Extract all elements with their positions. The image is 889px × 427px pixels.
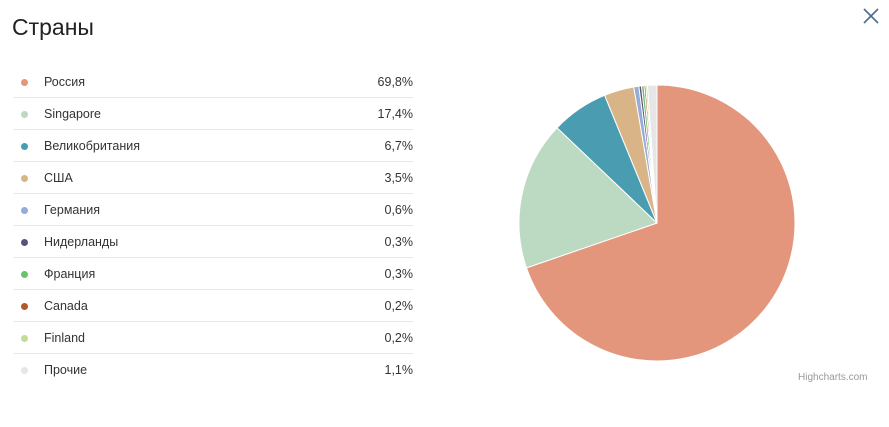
legend-item[interactable]: Франция 0,3%: [14, 258, 413, 290]
legend-value: 6,7%: [384, 139, 414, 153]
page-title: Страны: [12, 14, 94, 40]
pie-slice[interactable]: [525, 84, 796, 362]
legend-label: Singapore: [44, 107, 101, 121]
legend-dot: [21, 367, 28, 374]
legend-dot: [21, 303, 28, 310]
legend-label: Германия: [44, 203, 101, 217]
legend-item[interactable]: Canada 0,2%: [14, 290, 413, 322]
legend-value: 3,5%: [384, 171, 414, 185]
close-icon: [863, 8, 879, 24]
legend-label: Великобритания: [44, 139, 140, 153]
legend-label: Прочие: [44, 363, 88, 377]
close-button[interactable]: [860, 5, 882, 27]
legend-value: 69,8%: [377, 75, 413, 89]
pie-chart: [518, 84, 796, 362]
credits-link[interactable]: Highcharts.com: [798, 372, 868, 383]
legend-item[interactable]: Прочие 1,1%: [14, 354, 413, 385]
legend-value: 17,4%: [377, 107, 413, 121]
legend-dot: [21, 335, 28, 342]
legend-item[interactable]: США 3,5%: [14, 162, 413, 194]
legend-dot: [21, 207, 28, 214]
legend-label: Нидерланды: [44, 235, 119, 249]
legend-value: 1,1%: [384, 363, 414, 377]
legend-dot: [21, 111, 28, 118]
legend-label: Россия: [44, 75, 85, 89]
legend-item[interactable]: Singapore 17,4%: [14, 98, 413, 130]
legend-value: 0,3%: [384, 267, 414, 281]
legend-dot: [21, 143, 28, 150]
pie-slice[interactable]: [518, 127, 658, 269]
legend-label: Canada: [44, 299, 88, 313]
legend-dot: [21, 239, 28, 246]
legend-item[interactable]: Нидерланды 0,3%: [14, 226, 413, 258]
legend-label: Франция: [44, 267, 96, 281]
legend-value: 0,6%: [384, 203, 414, 217]
legend-item[interactable]: Finland 0,2%: [14, 322, 413, 354]
legend-value: 0,2%: [384, 299, 414, 313]
legend-label: США: [44, 171, 73, 185]
legend-item[interactable]: Великобритания 6,7%: [14, 130, 413, 162]
legend-dot: [21, 271, 28, 278]
legend-label: Finland: [44, 331, 85, 345]
legend-dot: [21, 175, 28, 182]
legend: Россия 69,8% Singapore 17,4% Великобритания 6…: [14, 66, 413, 385]
legend-value: 0,2%: [384, 331, 414, 345]
legend-value: 0,3%: [384, 235, 414, 249]
legend-dot: [21, 79, 28, 86]
legend-item[interactable]: Россия 69,8%: [14, 66, 413, 98]
legend-item[interactable]: Германия 0,6%: [14, 194, 413, 226]
pie-slice[interactable]: [646, 84, 658, 224]
